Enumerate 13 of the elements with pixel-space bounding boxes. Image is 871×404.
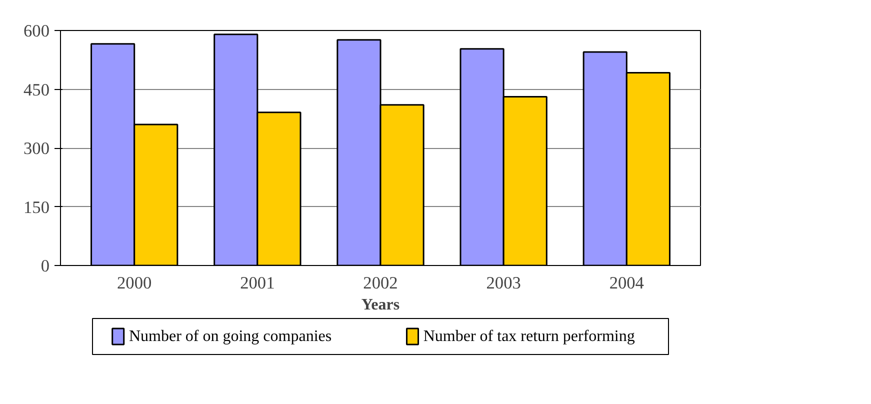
legend-label: Number of tax return performing	[423, 328, 635, 345]
y-tick-label: 300	[24, 139, 50, 158]
y-tick-label: 450	[24, 80, 50, 100]
x-tick-label: 2004	[609, 274, 644, 292]
x-tick-label: 2003	[486, 274, 521, 292]
x-tick-label: 2000	[117, 274, 152, 292]
x-tick-label: 2001	[240, 274, 275, 292]
y-tick-label: 150	[24, 198, 50, 217]
y-tick-label: 600	[24, 22, 50, 40]
y-tick-label: 0	[40, 256, 50, 276]
legend-label: Number of on going companies	[128, 328, 332, 345]
x-axis-title: Years	[361, 296, 400, 314]
x-tick-label: 2002	[363, 274, 398, 292]
